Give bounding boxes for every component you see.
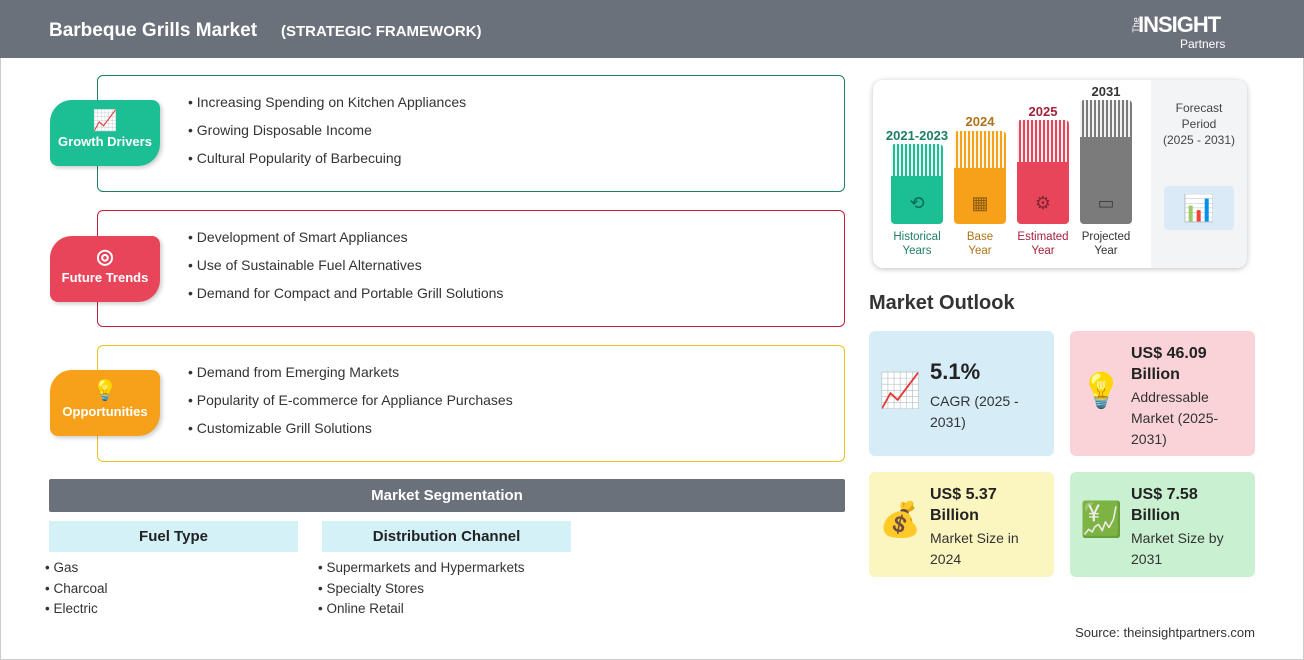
- lightbulb-hand-icon: 💡: [92, 380, 118, 402]
- list-item: Demand for Compact and Portable Grill So…: [188, 285, 504, 313]
- list-item: Growing Disposable Income: [188, 122, 466, 150]
- analytics-illustration-icon: 📊: [1164, 186, 1234, 230]
- distribution-channel-list: Supermarkets and HypermarketsSpecialty S…: [318, 560, 525, 622]
- base-bar: ▦: [954, 131, 1006, 224]
- list-item: Development of Smart Appliances: [188, 229, 503, 257]
- addressable-market-tile: 💡 US$ 46.09 Billion Addressable Market (…: [1070, 331, 1255, 456]
- year-label: 2031: [1091, 84, 1121, 99]
- list-item: Cultural Popularity of Barbecuing: [188, 150, 466, 178]
- future-trends-box: Development of Smart AppliancesUse of Su…: [97, 210, 845, 327]
- list-item: Online Retail: [318, 601, 525, 622]
- calendar-icon: ▦: [971, 193, 989, 213]
- bar-label: Projected Year: [1081, 231, 1131, 257]
- list-item: Demand from Emerging Markets: [188, 364, 513, 392]
- segmentation-title: Market Segmentation: [49, 479, 845, 512]
- money-chart-icon: 💹: [1080, 501, 1123, 539]
- market-outlook-title: Market Outlook: [869, 292, 1015, 314]
- money-bulb-icon: 💡: [1080, 372, 1123, 410]
- list-item: Customizable Grill Solutions: [188, 420, 513, 448]
- year-label: 2025: [1028, 104, 1058, 119]
- year-label: 2024: [965, 114, 995, 129]
- growth-drivers-badge: 📈 Growth Drivers: [50, 100, 160, 166]
- bar-label: Historical Years: [893, 231, 941, 257]
- page-title: Barbeque Grills Market: [49, 20, 258, 41]
- year-label: 2021-2023: [885, 128, 949, 143]
- history-icon: ⟲: [909, 193, 925, 213]
- cagr-tile: 📈 5.1% CAGR (2025 - 2031): [869, 331, 1054, 456]
- opportunities-badge: 💡 Opportunities: [50, 370, 160, 436]
- logo-insight: INSIGHT: [1138, 12, 1221, 37]
- list-item: Gas: [45, 560, 108, 581]
- presentation-icon: ▭: [1097, 193, 1115, 213]
- market-size-2024-tile: 💰 US$ 5.37 Billion Market Size in 2024: [869, 472, 1054, 577]
- future-trends-badge: ◎ Future Trends: [50, 236, 160, 302]
- page-subtitle: (STRATEGIC FRAMEWORK): [281, 23, 482, 40]
- historical-bar: ⟲: [891, 144, 943, 224]
- market-size-2031-tile: 💹 US$ 7.58 Billion Market Size by 2031: [1070, 472, 1255, 577]
- list-item: Supermarkets and Hypermarkets: [318, 560, 524, 581]
- header-bar: [0, 0, 1304, 58]
- badge-label: Growth Drivers: [58, 134, 152, 149]
- chart-growth-icon: 📈: [92, 110, 118, 132]
- timeline-card: ⟲ ▦ ⚙ ▭ 2021-2023 2024 2025 2031 Histori…: [873, 80, 1247, 268]
- badge-label: Future Trends: [61, 270, 149, 285]
- fuel-type-header: Fuel Type: [49, 521, 298, 552]
- opportunities-box: Demand from Emerging MarketsPopularity o…: [97, 345, 845, 462]
- forecast-period: Forecast Period (2025 - 2031) 📊: [1151, 80, 1247, 268]
- source-text: Source: theinsightpartners.com: [1075, 625, 1255, 640]
- list-item: Increasing Spending on Kitchen Appliance…: [188, 94, 466, 122]
- list-item: Popularity of E-commerce for Appliance P…: [188, 392, 513, 420]
- growth-chart-icon: 📈: [879, 372, 922, 410]
- list-item: Use of Sustainable Fuel Alternatives: [188, 257, 503, 285]
- projected-bar: ▭: [1080, 100, 1132, 224]
- growth-drivers-box: Increasing Spending on Kitchen Appliance…: [97, 75, 845, 192]
- gear-monitor-icon: ⚙: [1034, 193, 1052, 213]
- list-item: Specialty Stores: [318, 581, 525, 602]
- bar-label: Base Year: [966, 231, 994, 257]
- logo-partners: Partners: [1180, 37, 1226, 51]
- fuel-type-list: GasCharcoalElectric: [45, 560, 108, 622]
- money-chart-icon: 💰: [879, 501, 922, 539]
- estimated-bar: ⚙: [1017, 120, 1069, 224]
- target-icon: ◎: [96, 246, 114, 268]
- bar-label: Estimated Year: [1017, 231, 1069, 257]
- list-item: Electric: [45, 601, 108, 622]
- distribution-channel-header: Distribution Channel: [322, 521, 571, 552]
- badge-label: Opportunities: [62, 404, 148, 419]
- list-item: Charcoal: [45, 581, 107, 602]
